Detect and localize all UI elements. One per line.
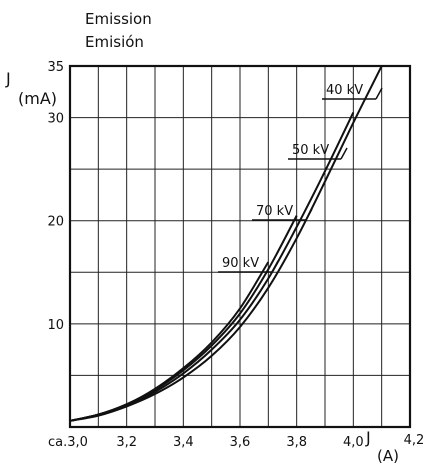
x-axis-symbol: J [365,428,371,447]
chart-subtitle: Emisión [85,33,144,51]
grid [70,66,410,427]
y-axis-symbol: J [5,69,11,88]
y-tick-label: 20 [47,215,64,230]
y-tick-label: 10 [47,318,64,333]
series-line-40-kv [69,65,383,422]
x-tick-label: 3,2 [116,435,137,450]
y-tick-labels: 10 20 30 35 [47,60,64,333]
y-tick-label: 35 [47,60,64,75]
x-tick-label: 3,4 [173,435,194,450]
series-label-leader [375,87,383,100]
series-label: 50 kV [292,143,329,158]
x-axis-unit: (A) [377,447,399,465]
series-label: 90 kV [222,256,259,271]
x-tick-label: 3,8 [286,435,307,450]
series-label: 40 kV [326,83,363,98]
x-tick-label: ca.3,0 [48,435,88,450]
series-layer: 40 kV 50 kV 70 kV 90 kV [69,65,383,422]
series-label-leader [305,208,313,221]
series-label-leader [271,260,279,273]
y-axis-unit: (mA) [18,89,57,108]
x-tick-label: 4,0 [343,435,364,450]
x-tick-labels: ca.3,0 3,2 3,4 3,6 3,8 4,0 4,2 [48,433,424,450]
series-line-90-kv [69,261,270,422]
x-tick-label: 3,6 [230,435,251,450]
chart-title: Emission [85,10,152,28]
y-tick-label: 30 [47,112,64,127]
series-label: 70 kV [256,204,293,219]
series-label-leader [340,147,348,160]
plot-frame [68,64,412,429]
x-tick-label: 4,2 [404,433,425,448]
